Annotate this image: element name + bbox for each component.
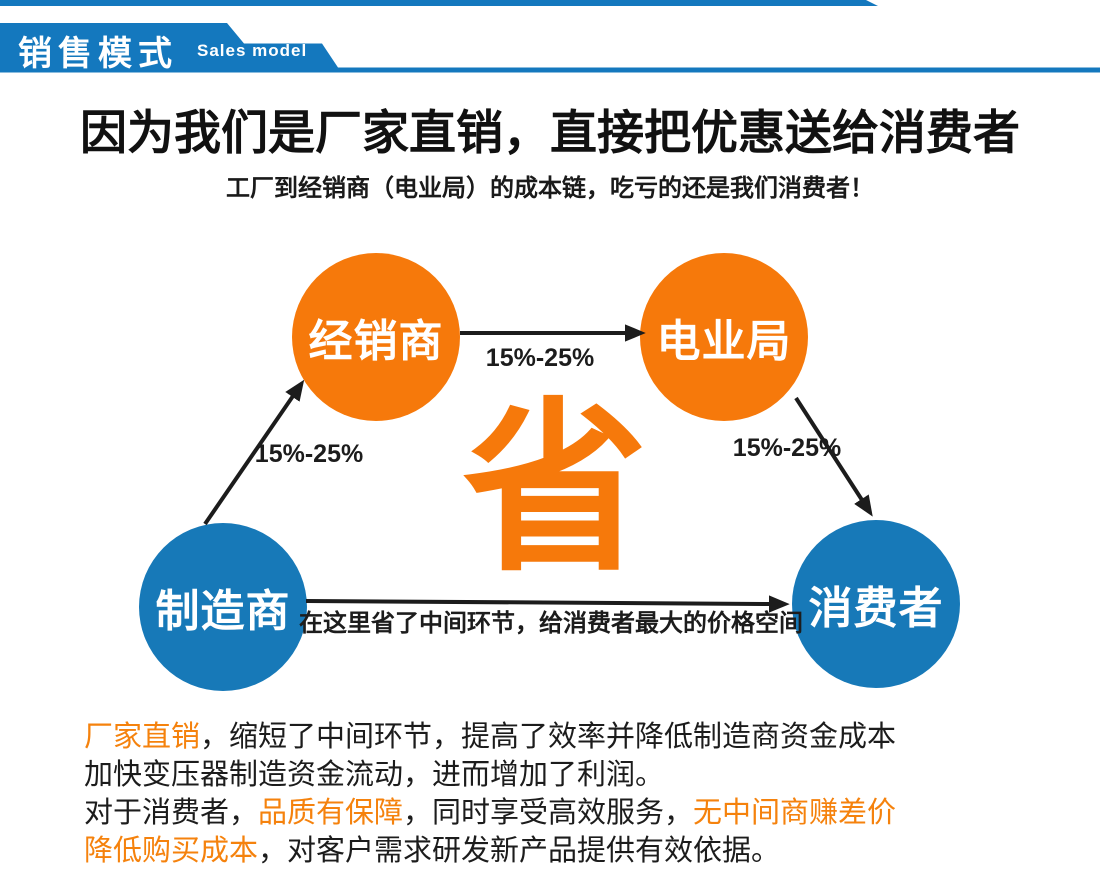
arrow-label-manufacturer-to-dealer: 15%-25%: [255, 440, 363, 468]
banner-title-en: Sales model: [197, 41, 308, 60]
paragraph-line: 加快变压器制造资金流动，进而增加了利润。: [84, 757, 896, 794]
body-text: ，同时享受高效服务，: [403, 797, 694, 829]
highlight-text: 降低购买成本: [84, 835, 259, 867]
node-manufacturer-label: 制造商: [155, 587, 291, 636]
highlight-text: 厂家直销: [84, 721, 201, 753]
body-text: 加快变压器制造资金流动，进而增加了利润。: [84, 759, 665, 791]
body-text: ，缩短了中间环节，提高了效率并降低制造商资金成本: [200, 721, 897, 753]
arrow-label-dealer-to-power: 15%-25%: [486, 344, 594, 372]
arrow-manufacturer-to-dealer: [203, 379, 305, 526]
node-consumer-label: 消费者: [808, 584, 944, 633]
body-text: 对于消费者，: [84, 797, 259, 829]
highlight-text: 品质有保障: [258, 797, 404, 829]
paragraph-line: 降低购买成本，对客户需求研发新产品提供有效依据。: [84, 833, 896, 870]
save-character: 省: [462, 387, 648, 593]
header-top-bar: [0, 0, 878, 6]
header-banner: [0, 0, 1100, 73]
highlight-text: 无中间商赚差价: [693, 797, 897, 829]
body-text: ，对客户需求研发新产品提供有效依据。: [258, 835, 781, 867]
node-power-bureau: 电业局: [640, 253, 808, 421]
node-dealer-label: 经销商: [308, 317, 444, 366]
arrow-label-manufacturer-to-consumer: 在这里省了中间环节，给消费者最大的价格空间: [299, 609, 803, 637]
headline: 因为我们是厂家直销，直接把优惠送给消费者: [80, 106, 1020, 159]
paragraph-line: 对于消费者，品质有保障，同时享受高效服务，无中间商赚差价: [84, 795, 896, 832]
node-consumer: 消费者: [792, 520, 960, 688]
header-banner-shape: [0, 23, 1100, 73]
subheadline: 工厂到经销商（电业局）的成本链，吃亏的还是我们消费者！: [226, 175, 874, 202]
node-manufacturer: 制造商: [139, 523, 307, 691]
node-dealer: 经销商: [292, 253, 460, 421]
arrow-label-power-to-consumer: 15%-25%: [733, 434, 841, 462]
banner-title-cn: 销售模式: [18, 35, 178, 73]
paragraph-line: 厂家直销，缩短了中间环节，提高了效率并降低制造商资金成本: [84, 719, 896, 756]
node-power-bureau-label: 电业局: [656, 317, 792, 366]
body-paragraphs: 厂家直销，缩短了中间环节，提高了效率并降低制造商资金成本 加快变压器制造资金流动…: [84, 719, 896, 871]
arrow-power-to-consumer: [794, 396, 873, 517]
arrow-manufacturer-to-consumer: [305, 595, 790, 613]
